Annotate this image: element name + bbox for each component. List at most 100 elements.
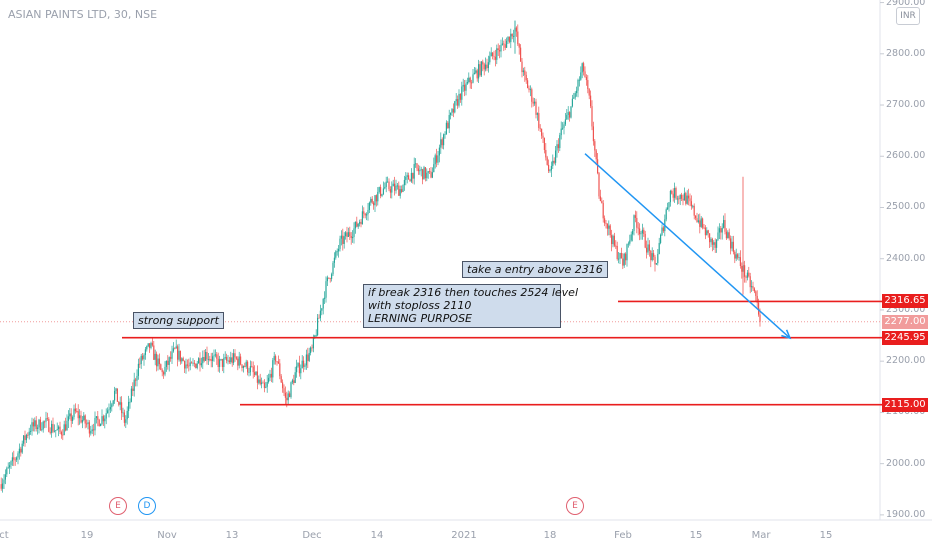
- candle-body: [318, 317, 320, 319]
- candle-body: [403, 179, 405, 186]
- candle-body: [553, 160, 555, 163]
- candle-body: [648, 244, 650, 251]
- candle-body: [627, 243, 629, 245]
- candle-body: [238, 356, 240, 366]
- candle-body: [426, 172, 428, 179]
- candle-body: [437, 155, 439, 163]
- y-tick-label: 2200.00: [886, 355, 926, 367]
- earnings-event-badge[interactable]: E: [566, 497, 584, 515]
- candle-body: [576, 90, 578, 94]
- candle-body: [167, 360, 169, 365]
- currency-badge[interactable]: INR: [896, 7, 920, 25]
- candle-body: [79, 415, 81, 419]
- candle-body: [251, 366, 253, 367]
- candle-body: [619, 252, 621, 259]
- candle-body: [618, 258, 620, 260]
- dividend-event-badge[interactable]: D: [138, 497, 156, 515]
- candle-body: [213, 355, 215, 357]
- candle-body: [346, 232, 348, 237]
- candle-body: [244, 366, 246, 367]
- candle-body: [258, 379, 260, 383]
- candle-body: [388, 181, 390, 190]
- candle-body: [58, 426, 60, 430]
- candle-body: [444, 134, 446, 135]
- candle-body: [384, 186, 386, 189]
- candle-body: [360, 221, 362, 225]
- candle-body: [319, 310, 321, 319]
- candle-body: [289, 393, 291, 398]
- candle-body: [367, 209, 369, 215]
- candle-body: [276, 361, 278, 363]
- candle-body: [500, 44, 502, 52]
- candle-body: [4, 474, 6, 480]
- candle-body: [111, 404, 113, 408]
- candle-body: [317, 317, 319, 336]
- candle-body: [690, 201, 692, 207]
- candle-body: [746, 272, 748, 278]
- earnings-event-badge[interactable]: E: [109, 497, 127, 515]
- plan-note[interactable]: if break 2316 then touches 2524 level wi…: [363, 284, 578, 328]
- plan-line-3: LERNING PURPOSE: [368, 312, 472, 325]
- candle-body: [578, 79, 580, 81]
- candle-body: [178, 350, 180, 360]
- candle-body: [510, 33, 512, 43]
- candle-body: [224, 357, 226, 359]
- candle-body: [408, 175, 410, 180]
- candle-body: [438, 147, 440, 156]
- candle-body: [192, 362, 194, 364]
- candle-body: [66, 420, 68, 431]
- candle-body: [605, 223, 607, 224]
- candle-body: [598, 172, 600, 197]
- candle-body: [562, 127, 564, 129]
- candle-body: [132, 388, 134, 391]
- candle-body: [266, 382, 268, 387]
- candle-body: [392, 183, 394, 187]
- candle-body: [527, 80, 529, 89]
- x-tick-label: 13: [225, 530, 239, 541]
- candle-body: [464, 84, 466, 91]
- candle-body: [472, 74, 474, 83]
- candle-body: [382, 188, 384, 195]
- candle-body: [51, 423, 53, 433]
- candle-body: [175, 346, 177, 349]
- candle-body: [168, 357, 170, 365]
- candle-body: [597, 159, 599, 173]
- candle-body: [420, 169, 422, 171]
- candle-body: [543, 137, 545, 150]
- symbol-title: ASIAN PAINTS LTD, 30, NSE: [8, 8, 158, 21]
- candle-body: [370, 198, 372, 203]
- candle-body: [413, 163, 415, 179]
- candle-body: [595, 150, 597, 160]
- candle-body: [695, 215, 697, 219]
- candle-body: [710, 238, 712, 243]
- candle-body: [41, 429, 43, 431]
- candle-body: [749, 276, 751, 288]
- candle-body: [592, 126, 594, 142]
- candle-body: [172, 348, 174, 352]
- candle-body: [681, 194, 683, 199]
- candle-body: [622, 258, 624, 266]
- candle-body: [391, 186, 393, 193]
- candle-body: [702, 218, 704, 228]
- candle-body: [457, 99, 459, 106]
- candle-body: [667, 207, 669, 210]
- candle-body: [718, 228, 720, 233]
- candle-body: [738, 257, 740, 258]
- strong-support-note[interactable]: strong support: [133, 312, 224, 329]
- candle-body: [459, 93, 461, 100]
- candle-body: [445, 122, 447, 135]
- candle-body: [77, 411, 79, 419]
- candle-body: [574, 93, 576, 98]
- candle-body: [515, 27, 517, 32]
- candle-body: [385, 181, 387, 187]
- entry-note[interactable]: take a entry above 2316: [462, 261, 608, 278]
- candle-body: [46, 418, 48, 420]
- candle-body: [227, 360, 229, 362]
- candle-body: [17, 453, 19, 458]
- candle-body: [10, 461, 12, 466]
- y-tick-label: 1900.00: [886, 508, 926, 520]
- candle-body: [416, 163, 418, 169]
- candle-body: [706, 230, 708, 236]
- candle-body: [606, 223, 608, 229]
